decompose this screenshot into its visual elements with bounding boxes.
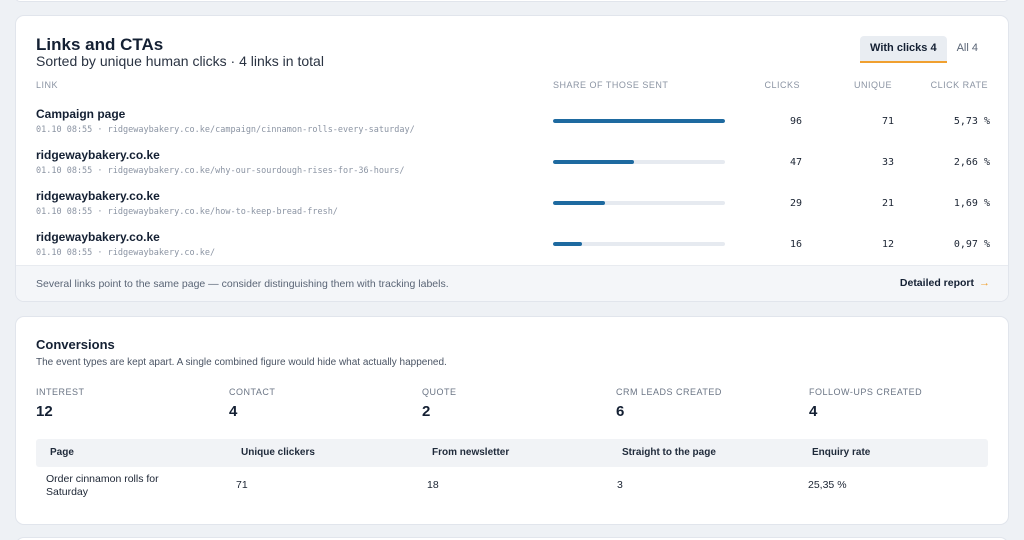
header-page: Page bbox=[50, 447, 74, 458]
header-enquiry-rate: Enquiry rate bbox=[812, 447, 871, 458]
arrow-right-icon: → bbox=[979, 277, 990, 289]
stat-quote: QUOTE 2 bbox=[422, 387, 457, 420]
stat-value: 12 bbox=[36, 403, 53, 420]
column-header-link: LINK bbox=[36, 80, 59, 90]
detailed-report-label: Detailed report bbox=[899, 277, 974, 289]
share-bar bbox=[553, 201, 725, 205]
stat-interest: INTEREST 12 bbox=[36, 387, 85, 420]
link-clicks: 16 bbox=[789, 239, 802, 250]
share-bar-fill bbox=[553, 201, 605, 205]
detailed-report-link[interactable]: Detailed report → bbox=[900, 277, 990, 289]
conversions-title: Conversions bbox=[36, 337, 115, 352]
link-meta: 01.10 08:55 · ridgewaybakery.co.ke/why-o… bbox=[36, 166, 405, 176]
tab-with-clicks[interactable]: With clicks 4 bbox=[860, 36, 947, 63]
link-unique: 12 bbox=[881, 239, 894, 250]
stat-label: QUOTE bbox=[422, 387, 457, 397]
link-click-rate: 5,73 % bbox=[953, 116, 990, 127]
stat-follow-ups: FOLLOW-UPS CREATED 4 bbox=[809, 387, 922, 420]
link-row[interactable]: ridgewaybakery.co.ke 01.10 08:55 · ridge… bbox=[16, 189, 1008, 230]
share-bar-fill bbox=[553, 160, 634, 164]
link-clicks: 47 bbox=[789, 157, 802, 168]
stat-crm-leads: CRM LEADS CREATED 6 bbox=[616, 387, 722, 420]
stat-value: 6 bbox=[616, 403, 625, 420]
links-footer: Several links point to the same page — c… bbox=[16, 265, 1008, 301]
links-subtitle: Sorted by unique human clicks · 4 links … bbox=[36, 53, 324, 69]
link-title[interactable]: Campaign page bbox=[36, 107, 126, 121]
link-row[interactable]: ridgewaybakery.co.ke 01.10 08:55 · ridge… bbox=[16, 230, 1008, 271]
stat-label: INTEREST bbox=[36, 387, 85, 397]
table-row: Order cinnamon rolls for Saturday 71 18 … bbox=[36, 467, 988, 505]
link-click-rate: 2,66 % bbox=[953, 157, 990, 168]
stat-value: 4 bbox=[229, 403, 238, 420]
header-unique-clickers: Unique clickers bbox=[241, 447, 315, 458]
header-straight-to-page: Straight to the page bbox=[622, 447, 716, 458]
conversions-card: Conversions The event types are kept apa… bbox=[15, 316, 1009, 525]
column-header-click-rate: CLICK RATE bbox=[930, 80, 988, 90]
stat-label: FOLLOW-UPS CREATED bbox=[809, 387, 923, 397]
link-unique: 71 bbox=[881, 116, 894, 127]
link-clicks: 29 bbox=[789, 198, 802, 209]
link-meta: 01.10 08:55 · ridgewaybakery.co.ke/how-t… bbox=[36, 207, 338, 217]
conversions-table-header: Page Unique clickers From newsletter Str… bbox=[36, 439, 988, 467]
cell-straight-to-page: 3 bbox=[617, 479, 623, 491]
cell-from-newsletter: 18 bbox=[427, 479, 439, 491]
link-unique: 33 bbox=[881, 157, 894, 168]
share-bar-fill bbox=[553, 242, 583, 246]
links-title: Links and CTAs bbox=[36, 35, 164, 54]
column-header-clicks: CLICKS bbox=[764, 80, 800, 90]
link-title[interactable]: ridgewaybakery.co.ke bbox=[36, 148, 160, 162]
column-header-share: SHARE OF THOSE SENT bbox=[553, 80, 669, 90]
tab-all[interactable]: All 4 bbox=[956, 42, 978, 54]
link-unique: 21 bbox=[881, 198, 894, 209]
stat-contact: CONTACT 4 bbox=[229, 387, 275, 420]
link-clicks: 96 bbox=[789, 116, 802, 127]
stat-value: 2 bbox=[422, 403, 431, 420]
share-bar bbox=[553, 242, 725, 246]
share-bar bbox=[553, 160, 725, 164]
share-bar-fill bbox=[553, 119, 725, 123]
header-from-newsletter: From newsletter bbox=[432, 447, 510, 458]
conversions-table: Page Unique clickers From newsletter Str… bbox=[36, 439, 988, 505]
conversions-subtitle: The event types are kept apart. A single… bbox=[36, 357, 447, 368]
link-click-rate: 0,97 % bbox=[953, 239, 990, 250]
footer-note: Several links point to the same page — c… bbox=[36, 278, 449, 290]
stat-value: 4 bbox=[809, 403, 818, 420]
cell-page: Order cinnamon rolls for Saturday bbox=[46, 473, 159, 498]
share-bar bbox=[553, 119, 725, 123]
cell-unique-clickers: 71 bbox=[236, 479, 248, 491]
previous-card-edge bbox=[15, 0, 1009, 2]
link-meta: 01.10 08:55 · ridgewaybakery.co.ke/ bbox=[36, 248, 216, 258]
link-filter-tabs: With clicks 4 All 4 bbox=[860, 36, 988, 63]
stat-label: CRM LEADS CREATED bbox=[616, 387, 722, 397]
link-title[interactable]: ridgewaybakery.co.ke bbox=[36, 230, 160, 244]
link-row[interactable]: ridgewaybakery.co.ke 01.10 08:55 · ridge… bbox=[16, 148, 1008, 189]
cell-enquiry-rate: 25,35 % bbox=[808, 479, 847, 491]
stat-label: CONTACT bbox=[229, 387, 276, 397]
column-header-unique: UNIQUE bbox=[853, 80, 892, 90]
link-title[interactable]: ridgewaybakery.co.ke bbox=[36, 189, 160, 203]
link-meta: 01.10 08:55 · ridgewaybakery.co.ke/campa… bbox=[36, 125, 415, 135]
links-card: Links and CTAs Sorted by unique human cl… bbox=[15, 15, 1009, 302]
link-row[interactable]: Campaign page 01.10 08:55 · ridgewaybake… bbox=[16, 107, 1008, 148]
link-click-rate: 1,69 % bbox=[953, 198, 990, 209]
